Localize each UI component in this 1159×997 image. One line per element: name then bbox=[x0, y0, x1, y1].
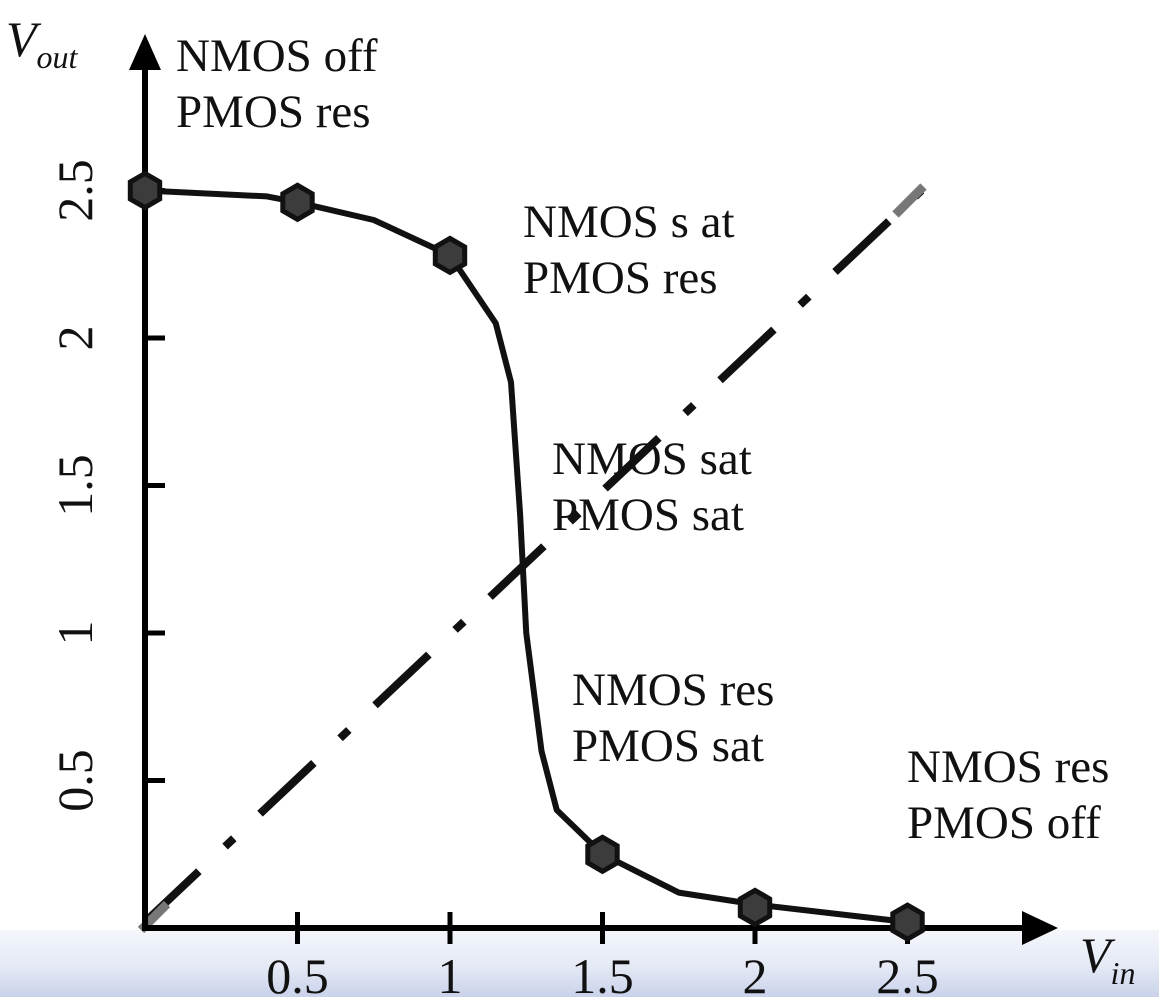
y-tick-label-2: 1.5 bbox=[47, 454, 103, 517]
annotation-nmos-res-pmos-sat: NMOS res PMOS sat bbox=[572, 664, 775, 772]
diagonal-end-cap bbox=[892, 183, 927, 218]
data-marker-5 bbox=[890, 902, 925, 942]
y-axis-arrowhead bbox=[129, 34, 161, 70]
x-tick-label-2: 1.5 bbox=[571, 948, 634, 997]
vtc-curve-line bbox=[144, 187, 908, 926]
x-tick-label-1: 1 bbox=[438, 948, 463, 997]
y-tick-label-1: 1 bbox=[47, 621, 103, 646]
data-marker-4 bbox=[737, 887, 773, 928]
x-axis-arrowhead bbox=[1022, 911, 1058, 945]
y-tick-label-3: 2 bbox=[47, 326, 103, 351]
data-marker-3 bbox=[585, 834, 620, 875]
y-axis-title: Vout bbox=[6, 11, 78, 75]
x-tick-label-4: 2.5 bbox=[876, 948, 939, 997]
annotation-nmos-res-pmos-off: NMOS res PMOS off bbox=[907, 741, 1110, 849]
x-axis-title: Vin bbox=[1080, 927, 1136, 991]
y-tick-label-0: 0.5 bbox=[47, 749, 103, 812]
annotation-nmos-sat-pmos-sat: NMOS sat PMOS sat bbox=[552, 433, 752, 541]
data-marker-0 bbox=[127, 170, 163, 211]
data-marker-2 bbox=[432, 235, 468, 276]
diagonal-dash-dot-line bbox=[142, 187, 925, 925]
data-markers bbox=[127, 170, 925, 942]
x-tick-label-3: 2 bbox=[743, 948, 768, 997]
transfer-curve bbox=[144, 187, 908, 926]
x-tick-labels: 0.5 1 1.5 2 2.5 bbox=[266, 948, 939, 997]
annotation-nmos-off-pmos-res: NMOS off PMOS res bbox=[176, 30, 378, 138]
y-tick-labels: 0.5 1 1.5 2 2.5 bbox=[47, 159, 103, 812]
bottom-gradient-band bbox=[0, 930, 1159, 997]
annotation-nmos-sat-pmos-res: NMOS s at PMOS res bbox=[523, 196, 735, 304]
y-tick-label-4: 2.5 bbox=[47, 159, 103, 222]
data-marker-1 bbox=[280, 182, 315, 223]
x-tick-label-0: 0.5 bbox=[266, 948, 329, 997]
